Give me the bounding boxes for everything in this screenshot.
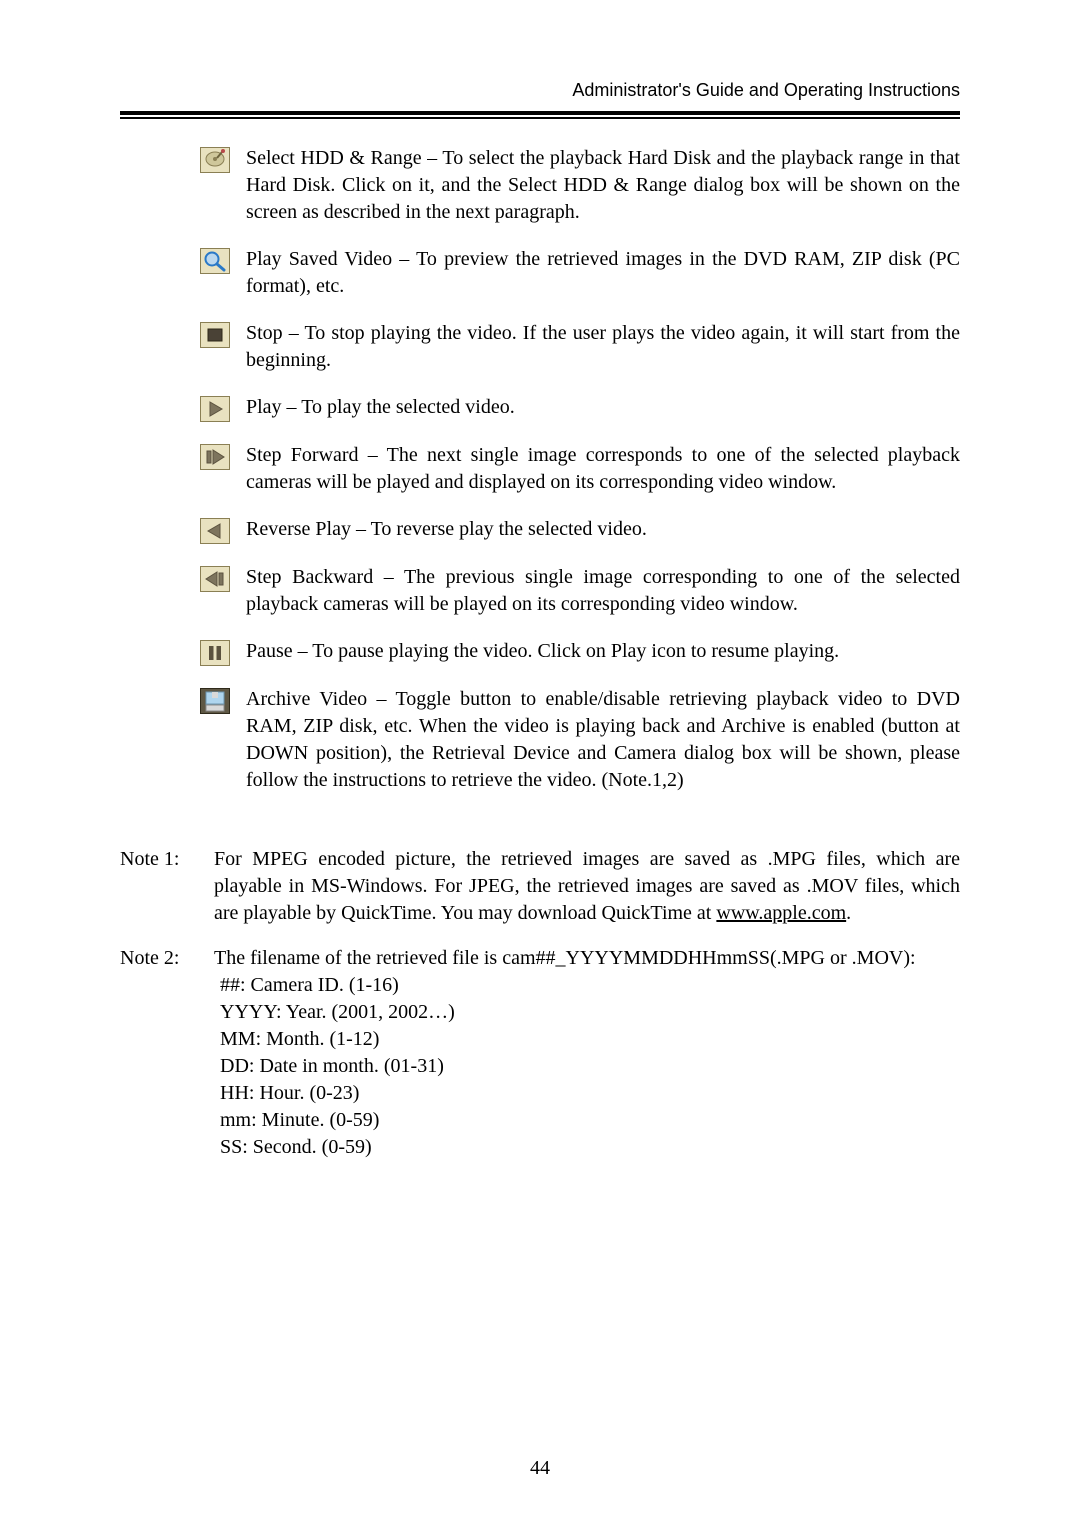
- note2-spec: SS: Second. (0-59): [220, 1134, 960, 1161]
- note2-spec: YYYY: Year. (2001, 2002…): [220, 999, 960, 1026]
- item-text: Step Backward – The previous single imag…: [246, 564, 960, 618]
- hdd-select-icon: [200, 147, 230, 173]
- quicktime-link[interactable]: www.apple.com: [716, 902, 846, 924]
- archive-video-icon: [200, 688, 230, 714]
- list-item: Step Backward – The previous single imag…: [200, 564, 960, 618]
- item-text: Pause – To pause playing the video. Clic…: [246, 638, 839, 665]
- list-item: Play – To play the selected video.: [200, 394, 960, 422]
- note-1: Note 1: For MPEG encoded picture, the re…: [120, 846, 960, 927]
- list-item: Archive Video – Toggle button to enable/…: [200, 686, 960, 794]
- item-text: Select HDD & Range – To select the playb…: [246, 145, 960, 226]
- note-body: For MPEG encoded picture, the retrieved …: [214, 846, 960, 927]
- item-text: Step Forward – The next single image cor…: [246, 442, 960, 496]
- item-text: Archive Video – Toggle button to enable/…: [246, 686, 960, 794]
- list-item: Stop – To stop playing the video. If the…: [200, 320, 960, 374]
- note2-line1: The filename of the retrieved file is ca…: [214, 945, 960, 972]
- note2-spec: HH: Hour. (0-23): [220, 1080, 960, 1107]
- pause-icon: [200, 640, 230, 666]
- note2-spec: mm: Minute. (0-59): [220, 1107, 960, 1134]
- header-rule-thin: [120, 117, 960, 119]
- note-label: Note 1:: [120, 846, 214, 873]
- item-text: Play – To play the selected video.: [246, 394, 515, 421]
- list-item: Play Saved Video – To preview the retrie…: [200, 246, 960, 300]
- note-body: The filename of the retrieved file is ca…: [214, 945, 960, 1161]
- list-item: Select HDD & Range – To select the playb…: [200, 145, 960, 226]
- item-text: Play Saved Video – To preview the retrie…: [246, 246, 960, 300]
- list-item: Pause – To pause playing the video. Clic…: [200, 638, 960, 666]
- play-icon: [200, 396, 230, 422]
- note2-spec: MM: Month. (1-12): [220, 1026, 960, 1053]
- list-item: Step Forward – The next single image cor…: [200, 442, 960, 496]
- note-2: Note 2: The filename of the retrieved fi…: [120, 945, 960, 1161]
- running-header: Administrator's Guide and Operating Inst…: [120, 80, 960, 101]
- note-label: Note 2:: [120, 945, 214, 972]
- note2-spec: ##: Camera ID. (1-16): [220, 972, 960, 999]
- note1-post: .: [846, 902, 851, 924]
- note2-spec: DD: Date in month. (01-31): [220, 1053, 960, 1080]
- item-text: Reverse Play – To reverse play the selec…: [246, 516, 647, 543]
- play-saved-video-icon: [200, 248, 230, 274]
- reverse-play-icon: [200, 518, 230, 544]
- stop-icon: [200, 322, 230, 348]
- list-item: Reverse Play – To reverse play the selec…: [200, 516, 960, 544]
- header-rule-thick: [120, 111, 960, 115]
- item-text: Stop – To stop playing the video. If the…: [246, 320, 960, 374]
- page-number: 44: [0, 1457, 1080, 1480]
- step-forward-icon: [200, 444, 230, 470]
- step-backward-icon: [200, 566, 230, 592]
